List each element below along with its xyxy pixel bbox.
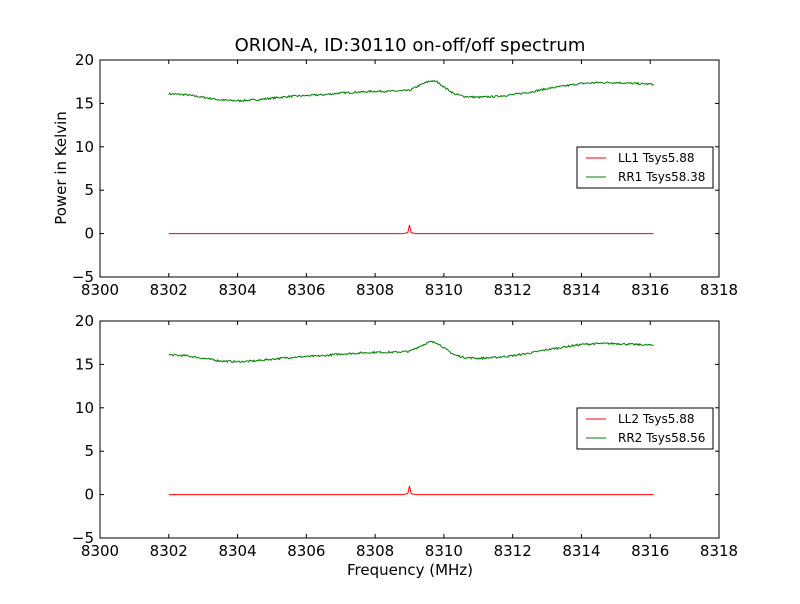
x-tick-label: 8304 [218, 281, 256, 299]
series-line-1 [168, 485, 654, 496]
y-tick-label: 20 [75, 51, 94, 69]
panel-1: 8300 8302 8304 8306 8308 8310 8312 8314 8316 8318… [72, 51, 738, 299]
y-tick-label: 0 [84, 486, 94, 504]
legend-label-1: LL2 Tsys5.88 [618, 412, 695, 426]
y-tick-label: 5 [84, 181, 94, 199]
x-tick-label: 8312 [494, 281, 532, 299]
y-axis-label: Power in Kelvin [52, 111, 70, 225]
y-tick-label: 15 [75, 355, 94, 373]
y-tick-label: 5 [84, 442, 94, 460]
y-tick-label: −5 [72, 529, 94, 547]
x-tick-label: 8308 [356, 542, 394, 560]
x-tick-label: 8318 [700, 281, 738, 299]
legend-label-2: RR2 Tsys58.56 [618, 431, 705, 445]
y-tick-label: −5 [72, 268, 94, 286]
x-tick-label: 8306 [287, 281, 325, 299]
x-tick-label: 8306 [287, 542, 325, 560]
series-line-1 [168, 224, 654, 235]
x-tick-label: 8304 [218, 542, 256, 560]
axes-frame [99, 320, 720, 539]
y-tick-label: 10 [75, 399, 94, 417]
x-tick-label: 8300 [81, 281, 119, 299]
series-line-2 [168, 79, 655, 103]
x-tick-label: 8308 [356, 281, 394, 299]
x-axis-label: Frequency (MHz) [346, 561, 474, 579]
x-tick-label: 8302 [150, 542, 188, 560]
x-tick-label: 8314 [562, 281, 600, 299]
x-tick-label: 8316 [631, 542, 669, 560]
x-tick-label: 8302 [150, 281, 188, 299]
x-tick-label: 8300 [81, 542, 119, 560]
legend-label-2: RR1 Tsys58.38 [618, 170, 705, 184]
legend-label-1: LL1 Tsys5.88 [618, 151, 695, 165]
panel-2: 8300 8302 8304 8306 8308 8310 8312 8314 8316 8318… [72, 312, 738, 560]
y-tick-label: 0 [84, 225, 94, 243]
x-tick-label: 8316 [631, 281, 669, 299]
x-tick-label: 8318 [700, 542, 738, 560]
series-line-2 [168, 340, 654, 364]
chart-title: ORION-A, ID:30110 on-off/off spectrum [234, 35, 586, 56]
legend: LL1 Tsys5.88 RR1 Tsys58.38 [576, 146, 714, 189]
x-tick-label: 8312 [494, 542, 532, 560]
y-tick-label: 10 [75, 138, 94, 156]
x-tick-label: 8310 [425, 281, 463, 299]
x-tick-label: 8310 [425, 542, 463, 560]
axes-frame [99, 59, 720, 278]
legend-box [576, 407, 714, 450]
y-tick-label: 20 [75, 312, 94, 330]
y-tick-label: 15 [75, 94, 94, 112]
legend-box [576, 146, 714, 189]
x-tick-label: 8314 [562, 542, 600, 560]
legend: LL2 Tsys5.88 RR2 Tsys58.56 [576, 407, 714, 450]
